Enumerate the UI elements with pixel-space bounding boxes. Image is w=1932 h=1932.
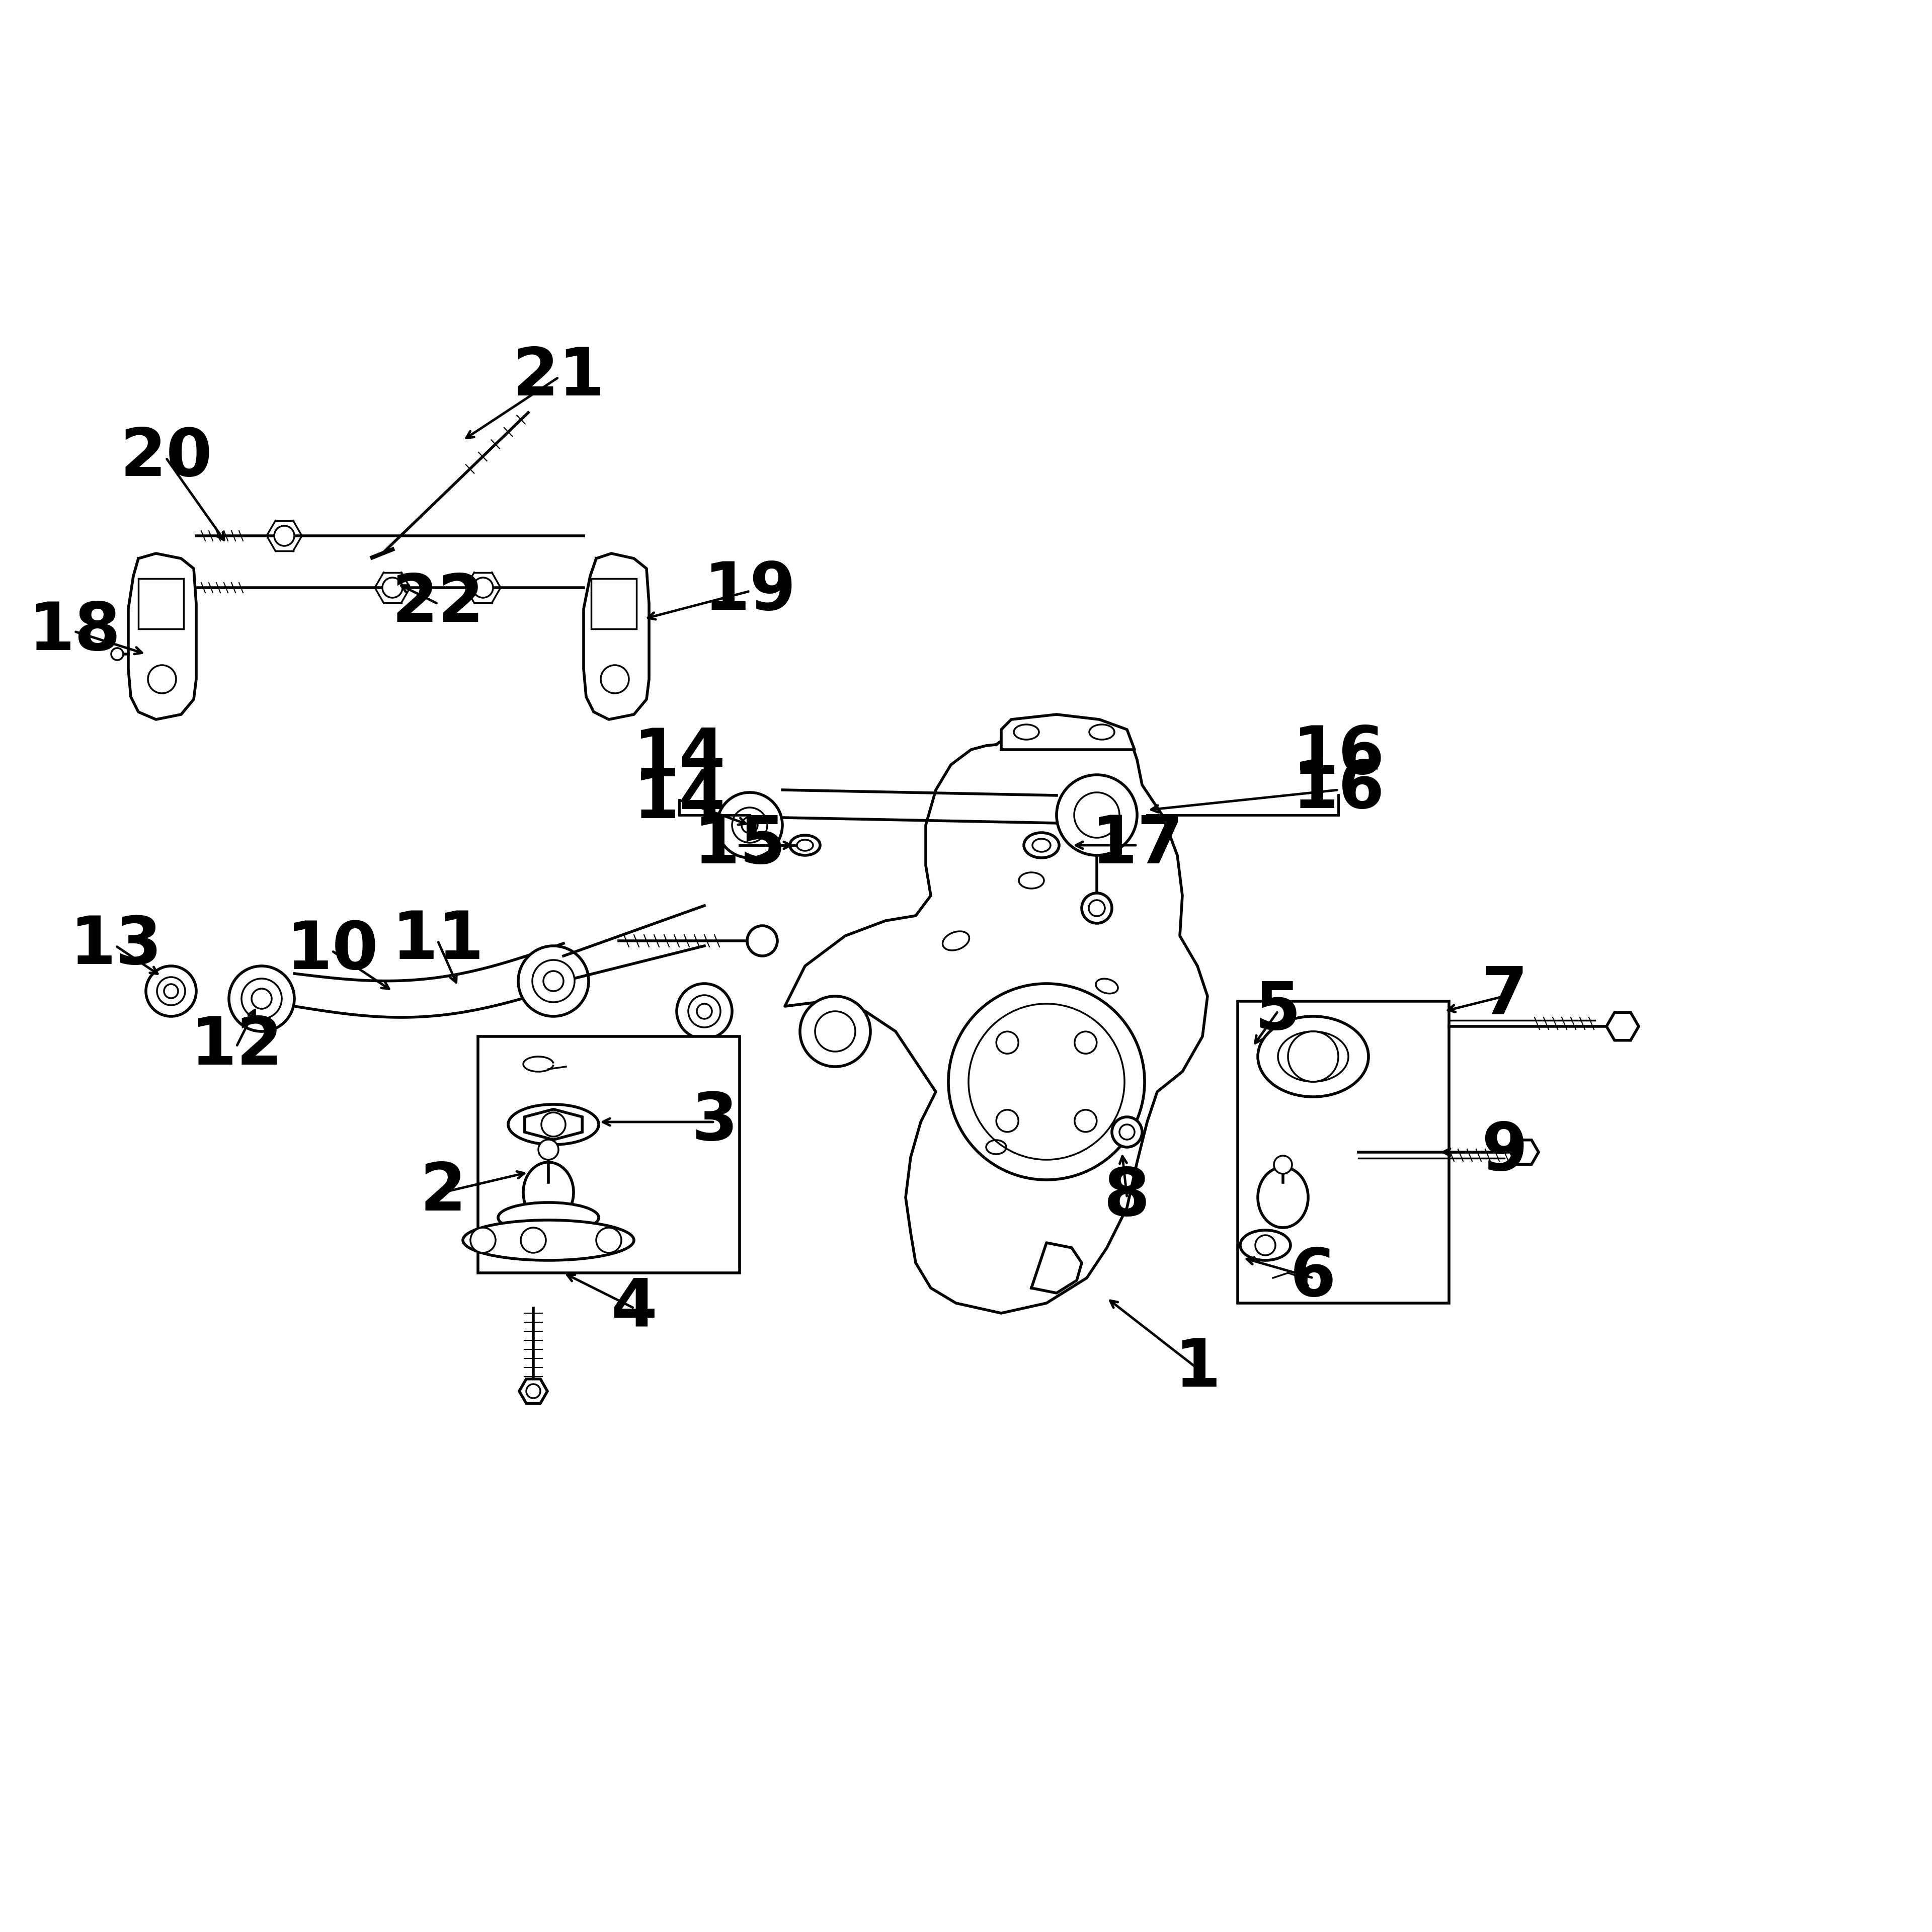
Text: 22: 22 [392, 572, 483, 636]
Circle shape [147, 966, 197, 1016]
Circle shape [156, 978, 185, 1005]
Text: 6: 6 [1291, 1246, 1337, 1310]
Text: 13: 13 [70, 914, 162, 978]
Ellipse shape [1024, 833, 1059, 858]
Text: 5: 5 [1254, 980, 1300, 1043]
Text: 15: 15 [694, 813, 786, 877]
Circle shape [717, 792, 782, 858]
Polygon shape [1511, 1140, 1538, 1165]
Polygon shape [784, 725, 1208, 1314]
Circle shape [242, 980, 282, 1018]
Circle shape [1113, 1117, 1142, 1148]
Circle shape [597, 1227, 622, 1252]
Polygon shape [583, 553, 649, 719]
Circle shape [522, 1227, 547, 1252]
Text: 7: 7 [1482, 964, 1528, 1028]
Circle shape [1273, 1155, 1293, 1175]
Circle shape [383, 578, 402, 597]
Text: 20: 20 [120, 425, 213, 491]
Bar [1238, 1001, 1449, 1302]
Text: 11: 11 [392, 908, 483, 974]
Text: 14: 14 [634, 726, 725, 790]
Text: 1: 1 [1175, 1337, 1221, 1401]
Polygon shape [520, 1379, 547, 1403]
Circle shape [1082, 893, 1113, 923]
Text: 16: 16 [1293, 723, 1385, 788]
Circle shape [112, 647, 124, 661]
Ellipse shape [524, 1163, 574, 1223]
Text: 10: 10 [286, 920, 379, 983]
Polygon shape [526, 1109, 582, 1140]
Ellipse shape [508, 1105, 599, 1144]
Text: 21: 21 [512, 346, 605, 410]
Circle shape [228, 966, 294, 1032]
Ellipse shape [498, 1202, 599, 1233]
Polygon shape [1001, 715, 1134, 750]
Circle shape [949, 983, 1144, 1180]
Text: 19: 19 [703, 558, 796, 624]
Text: 2: 2 [419, 1161, 466, 1225]
Circle shape [274, 526, 294, 547]
Circle shape [543, 972, 564, 991]
Text: 18: 18 [29, 599, 120, 663]
Circle shape [473, 578, 493, 597]
Text: 17: 17 [1092, 813, 1182, 877]
Ellipse shape [1258, 1167, 1308, 1227]
Circle shape [539, 1140, 558, 1159]
Ellipse shape [1240, 1231, 1291, 1260]
Circle shape [800, 997, 871, 1066]
Polygon shape [1607, 1012, 1638, 1039]
Ellipse shape [464, 1221, 634, 1260]
Ellipse shape [790, 835, 819, 856]
Circle shape [533, 960, 574, 1003]
Text: 4: 4 [611, 1277, 657, 1341]
Circle shape [732, 808, 767, 842]
Circle shape [518, 947, 589, 1016]
Circle shape [469, 1227, 497, 1252]
Circle shape [748, 925, 777, 956]
Text: 16: 16 [1293, 757, 1385, 821]
Bar [477, 1036, 740, 1273]
Text: 12: 12 [189, 1014, 282, 1078]
Circle shape [1057, 775, 1138, 856]
Circle shape [1074, 792, 1119, 838]
Circle shape [676, 983, 732, 1039]
Ellipse shape [1258, 1016, 1368, 1097]
Text: 9: 9 [1482, 1121, 1528, 1184]
Text: 3: 3 [692, 1090, 738, 1153]
Text: 8: 8 [1103, 1165, 1150, 1229]
Text: 14: 14 [634, 769, 725, 833]
Bar [591, 578, 636, 630]
Circle shape [251, 989, 272, 1009]
Bar [139, 578, 184, 630]
Polygon shape [128, 553, 197, 719]
Ellipse shape [1277, 1032, 1349, 1082]
Circle shape [688, 995, 721, 1028]
Polygon shape [1032, 1242, 1082, 1293]
